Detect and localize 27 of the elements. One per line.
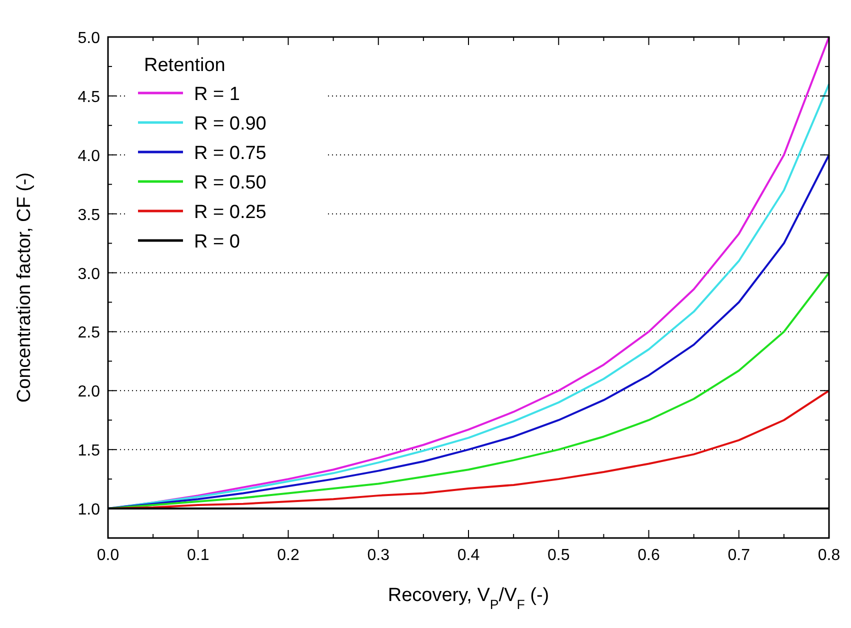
y-tick-label: 1.5 — [78, 442, 100, 460]
legend-title: Retention — [144, 55, 226, 76]
x-tick-label: 0.3 — [367, 547, 390, 564]
y-tick-label: 3.5 — [78, 206, 100, 224]
legend-label: R = 0.25 — [194, 202, 266, 223]
y-tick-label: 4.5 — [78, 88, 100, 106]
x-tick-label: 0.7 — [728, 547, 750, 564]
x-tick-label: 0.0 — [96, 547, 120, 564]
x-tick-label: 0.6 — [638, 547, 660, 564]
y-tick-label: 2.5 — [78, 324, 100, 342]
x-tick-label: 0.1 — [187, 547, 210, 564]
x-tick-label: 0.4 — [457, 547, 480, 564]
y-tick-label: 1.0 — [78, 502, 100, 519]
legend-label: R = 0 — [194, 232, 240, 252]
y-tick-label: 2.0 — [78, 384, 100, 401]
legend-label: R = 1 — [194, 84, 240, 105]
x-tick-label: 0.2 — [277, 547, 300, 564]
legend-label: R = 0.75 — [194, 143, 266, 164]
y-tick-label: 4.0 — [78, 148, 100, 165]
y-axis-title: Concentration factor, CF (-) — [14, 172, 35, 403]
y-tick-label: 5.0 — [78, 30, 100, 47]
x-tick-label: 0.5 — [548, 547, 570, 564]
x-axis-title: Recovery, V$_{P}$/V$_{F}$ (-) — [388, 585, 550, 612]
x-tick-label: 0.8 — [818, 547, 840, 564]
y-tick-label: 3.0 — [78, 266, 100, 283]
legend-label: R = 0.90 — [194, 114, 266, 134]
legend-label: R = 0.50 — [194, 172, 266, 194]
